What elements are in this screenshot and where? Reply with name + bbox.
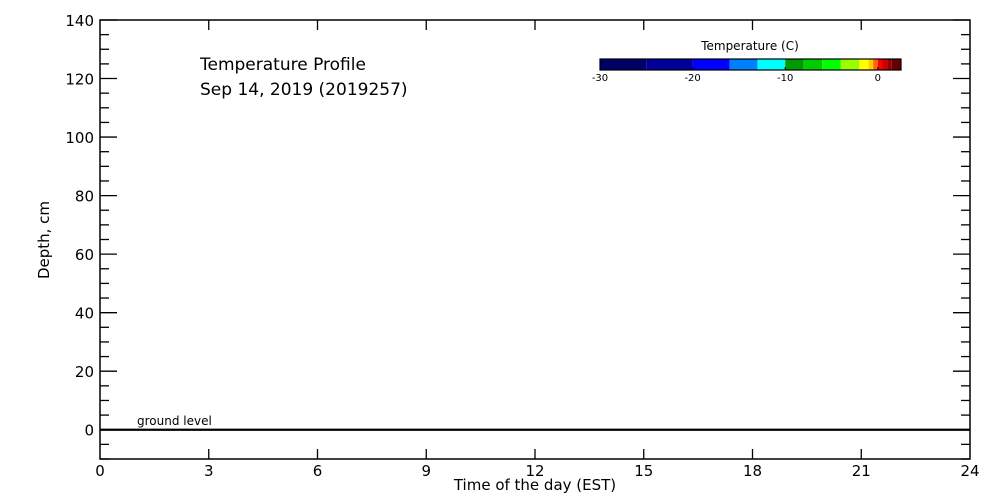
x-tick-label: 18 [743, 462, 762, 480]
colorbar-bin [692, 59, 730, 70]
colorbar-bin [840, 59, 860, 70]
colorbar-bin [873, 59, 878, 70]
colorbar-bin [646, 59, 693, 70]
colorbar-bin [887, 59, 892, 70]
x-axis-label: Time of the day (EST) [453, 476, 616, 494]
colorbar-tick-label: 0 [875, 73, 881, 84]
x-tick-label: 21 [852, 462, 871, 480]
colorbar-bin [729, 59, 758, 70]
x-tick-label: 6 [313, 462, 323, 480]
colorbar-bin [822, 59, 841, 70]
x-tick-label: 3 [204, 462, 214, 480]
colorbar-bin [600, 59, 647, 70]
y-tick-label: 120 [65, 71, 94, 89]
colorbar-bin [868, 59, 874, 70]
colorbar-bin [859, 59, 869, 70]
chart-title: Temperature Profile [199, 55, 366, 75]
x-tick-label: 15 [634, 462, 653, 480]
colorbar-bin [882, 59, 888, 70]
x-tick-label: 9 [421, 462, 431, 480]
colorbar-bin [757, 59, 786, 70]
x-tick-label: 24 [960, 462, 979, 480]
y-tick-label: 60 [75, 246, 94, 264]
colorbar-frame [599, 58, 902, 71]
colorbar-title: Temperature (C) [700, 39, 799, 53]
x-tick-label: 0 [95, 462, 105, 480]
y-axis-label: Depth, cm [35, 201, 53, 279]
y-tick-label: 80 [75, 188, 94, 206]
colorbar-tick-label: -30 [592, 73, 608, 84]
colorbar-bin [877, 59, 883, 70]
x-tick-label: 12 [525, 462, 544, 480]
ground-level-label: ground level [137, 414, 212, 428]
colorbar-tick-label: -20 [684, 73, 700, 84]
colorbar-bin [785, 59, 804, 70]
chart-subtitle: Sep 14, 2019 (2019257) [200, 80, 408, 100]
colorbar-bin [803, 59, 823, 70]
y-tick-label: 100 [65, 129, 94, 147]
y-tick-label: 0 [84, 422, 94, 440]
colorbar-tick-label: -10 [777, 73, 793, 84]
y-tick-label: 20 [75, 363, 94, 381]
colorbar-bin [891, 59, 901, 70]
y-tick-label: 40 [75, 305, 94, 323]
y-tick-label: 140 [65, 12, 94, 30]
